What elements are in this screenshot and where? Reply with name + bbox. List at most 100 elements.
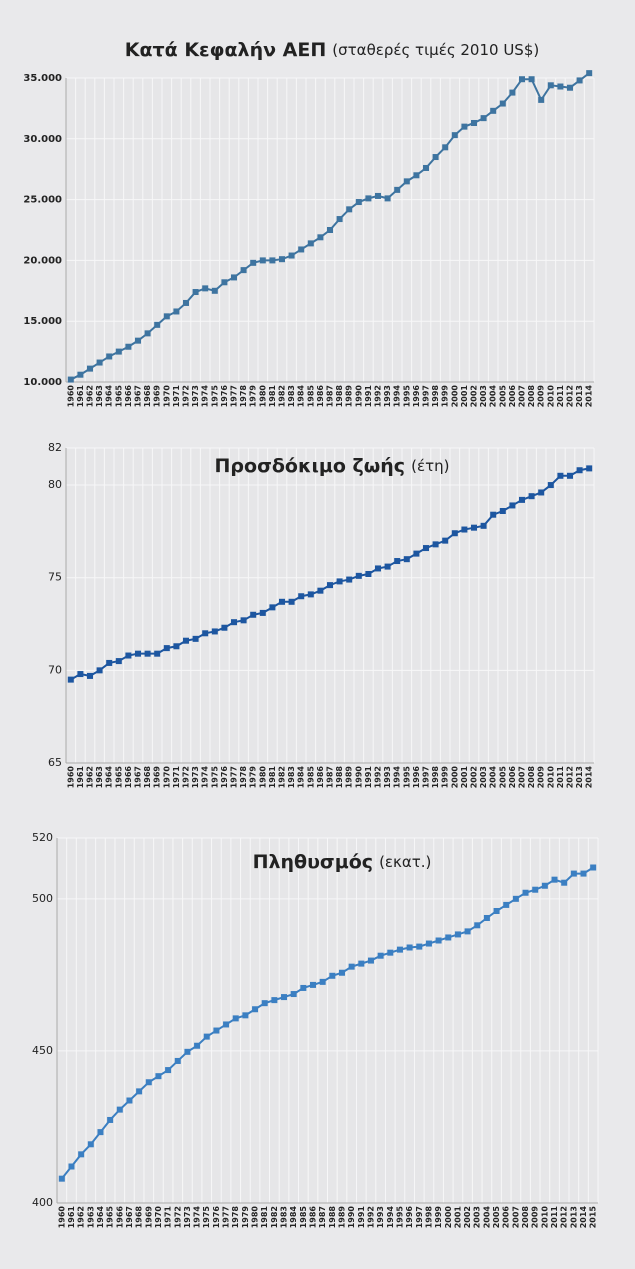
point — [432, 541, 439, 548]
x-tick-label: 2004 — [482, 1206, 491, 1229]
x-tick-label: 1961 — [67, 1206, 76, 1229]
point — [163, 313, 170, 320]
point — [471, 524, 477, 531]
x-tick-label: 1965 — [114, 385, 123, 408]
point — [135, 337, 141, 344]
x-tick-label: 1991 — [364, 766, 373, 789]
x-tick-label: 1983 — [280, 1206, 289, 1228]
x-tick-label: 1971 — [172, 385, 181, 408]
point — [541, 882, 548, 889]
x-tick-label: 1997 — [415, 1206, 424, 1228]
x-tick-label: 1986 — [316, 385, 325, 408]
point — [194, 1042, 201, 1049]
point — [300, 984, 307, 991]
x-tick-label: 1976 — [220, 766, 229, 789]
x-tick-label: 1993 — [383, 385, 392, 407]
x-tick-label: 1992 — [374, 766, 383, 788]
x-tick-label: 2014 — [579, 1206, 588, 1229]
point — [327, 227, 333, 233]
point — [126, 1097, 133, 1104]
x-tick-label: 2012 — [566, 385, 575, 407]
x-tick-label: 1994 — [393, 766, 402, 789]
point — [307, 240, 314, 247]
point — [451, 530, 458, 537]
point — [532, 886, 539, 893]
point — [78, 1151, 85, 1158]
x-tick-label: 1994 — [386, 1206, 395, 1229]
title-sub: (εκατ.) — [379, 853, 431, 871]
point — [106, 659, 113, 666]
point — [203, 1033, 210, 1040]
x-tick-label: 1977 — [230, 385, 239, 407]
x-tick-label: 2002 — [470, 385, 479, 407]
x-tick-label: 1979 — [249, 385, 258, 408]
point — [580, 870, 587, 877]
x-tick-label: 2011 — [550, 1206, 559, 1229]
point — [445, 934, 452, 941]
y-tick-label: 75 — [48, 571, 62, 584]
point — [173, 308, 180, 315]
x-tick-label: 1993 — [383, 766, 392, 788]
point — [77, 371, 84, 378]
x-tick-label: 1972 — [182, 385, 191, 407]
point — [213, 1027, 220, 1034]
title-sub: (σταθερές τιμές 2010 US$) — [332, 41, 539, 59]
point — [211, 287, 218, 294]
point — [155, 1073, 162, 1080]
point — [144, 330, 151, 337]
point — [250, 611, 257, 618]
x-tick-label: 1981 — [268, 385, 277, 408]
x-tick-label: 1966 — [124, 385, 133, 408]
x-tick-label: 2010 — [546, 385, 555, 408]
point — [425, 940, 432, 947]
point — [327, 582, 333, 589]
x-tick-label: 1976 — [220, 385, 229, 408]
point — [232, 1015, 239, 1022]
x-tick-label: 1991 — [364, 385, 373, 408]
point — [67, 676, 74, 683]
x-tick-label: 1996 — [412, 766, 421, 789]
point — [144, 650, 151, 657]
x-tick-label: 1982 — [278, 766, 287, 788]
point — [387, 949, 394, 956]
x-tick-label: 1989 — [345, 766, 354, 789]
point — [58, 1175, 65, 1182]
point — [329, 972, 336, 979]
point — [115, 658, 122, 665]
x-tick-label: 1961 — [76, 766, 85, 789]
point — [576, 467, 583, 474]
point — [557, 83, 564, 90]
x-tick-label: 1970 — [162, 385, 171, 408]
chart-title: Κατά Κεφαλήν ΑΕΠ (σταθερές τιμές 2010 US… — [125, 39, 539, 61]
y-tick-label: 80 — [48, 478, 62, 491]
point — [211, 628, 218, 635]
x-tick-label: 1997 — [422, 385, 431, 407]
y-tick-label: 10.000 — [23, 377, 62, 388]
point — [355, 199, 362, 206]
x-tick-label: 1983 — [287, 766, 296, 788]
point — [461, 526, 468, 533]
x-tick-label: 1975 — [210, 766, 219, 789]
x-tick-label: 1987 — [326, 385, 335, 407]
y-tick-label: 70 — [48, 663, 62, 676]
x-tick-label: 2008 — [527, 766, 536, 789]
x-tick-label: 2003 — [479, 766, 488, 788]
x-tick-label: 1968 — [143, 385, 152, 408]
x-tick-label: 1986 — [309, 1206, 318, 1229]
x-tick-label: 2000 — [450, 766, 459, 789]
y-tick-label: 20.000 — [23, 255, 62, 266]
point — [173, 643, 180, 650]
x-tick-label: 1979 — [249, 766, 258, 789]
x-tick-label: 2009 — [537, 766, 546, 789]
x-tick-label: 1965 — [106, 1206, 115, 1229]
x-tick-label: 1962 — [86, 766, 95, 788]
point — [499, 100, 506, 107]
point — [493, 908, 500, 914]
x-tick-label: 1977 — [222, 1206, 231, 1228]
x-tick-label: 1974 — [201, 385, 210, 408]
point — [259, 609, 266, 616]
point — [288, 252, 295, 259]
point — [528, 493, 535, 500]
x-tick-label: 1987 — [326, 766, 335, 788]
